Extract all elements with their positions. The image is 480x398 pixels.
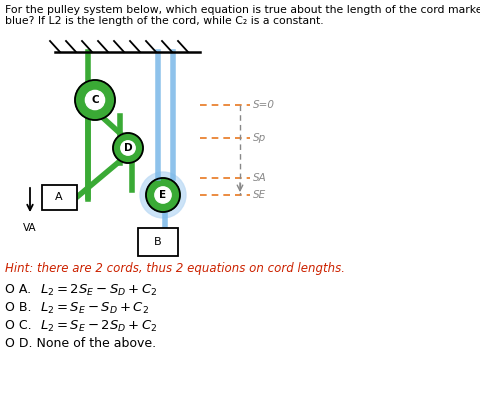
Text: VA: VA [23,223,37,233]
Text: O A.: O A. [5,283,35,296]
Circle shape [75,80,115,120]
Text: B: B [154,237,162,247]
Text: E: E [159,190,167,200]
Text: D: D [124,143,132,153]
Text: C: C [91,95,99,105]
Text: S=0: S=0 [253,100,275,110]
Text: blue? If L2 is the length of the cord, while C₂ is a constant.: blue? If L2 is the length of the cord, w… [5,16,324,26]
Circle shape [155,187,171,203]
Circle shape [113,133,143,163]
Bar [42,185,77,210]
Text: SE: SE [253,190,266,200]
Text: O D. None of the above.: O D. None of the above. [5,337,156,350]
Text: $L_2= S_E - S_D + C_2$: $L_2= S_E - S_D + C_2$ [40,301,149,316]
Circle shape [85,90,105,109]
Text: $L_2= S_E - 2S_D + C_2$: $L_2= S_E - 2S_D + C_2$ [40,319,157,334]
Text: Sp: Sp [253,133,266,143]
Text: O B.: O B. [5,301,36,314]
Text: For the pulley system below, which equation is true about the length of the cord: For the pulley system below, which equat… [5,5,480,15]
Circle shape [140,172,186,218]
Text: O C.: O C. [5,319,36,332]
Circle shape [121,141,135,155]
Bar [138,228,178,256]
Circle shape [146,178,180,212]
Text: Hint: there are 2 cords, thus 2 equations on cord lengths.: Hint: there are 2 cords, thus 2 equation… [5,262,345,275]
Text: $L_2= 2S_E - S_D + C_2$: $L_2= 2S_E - S_D + C_2$ [40,283,157,298]
Text: SA: SA [253,173,267,183]
Text: A: A [55,192,63,202]
